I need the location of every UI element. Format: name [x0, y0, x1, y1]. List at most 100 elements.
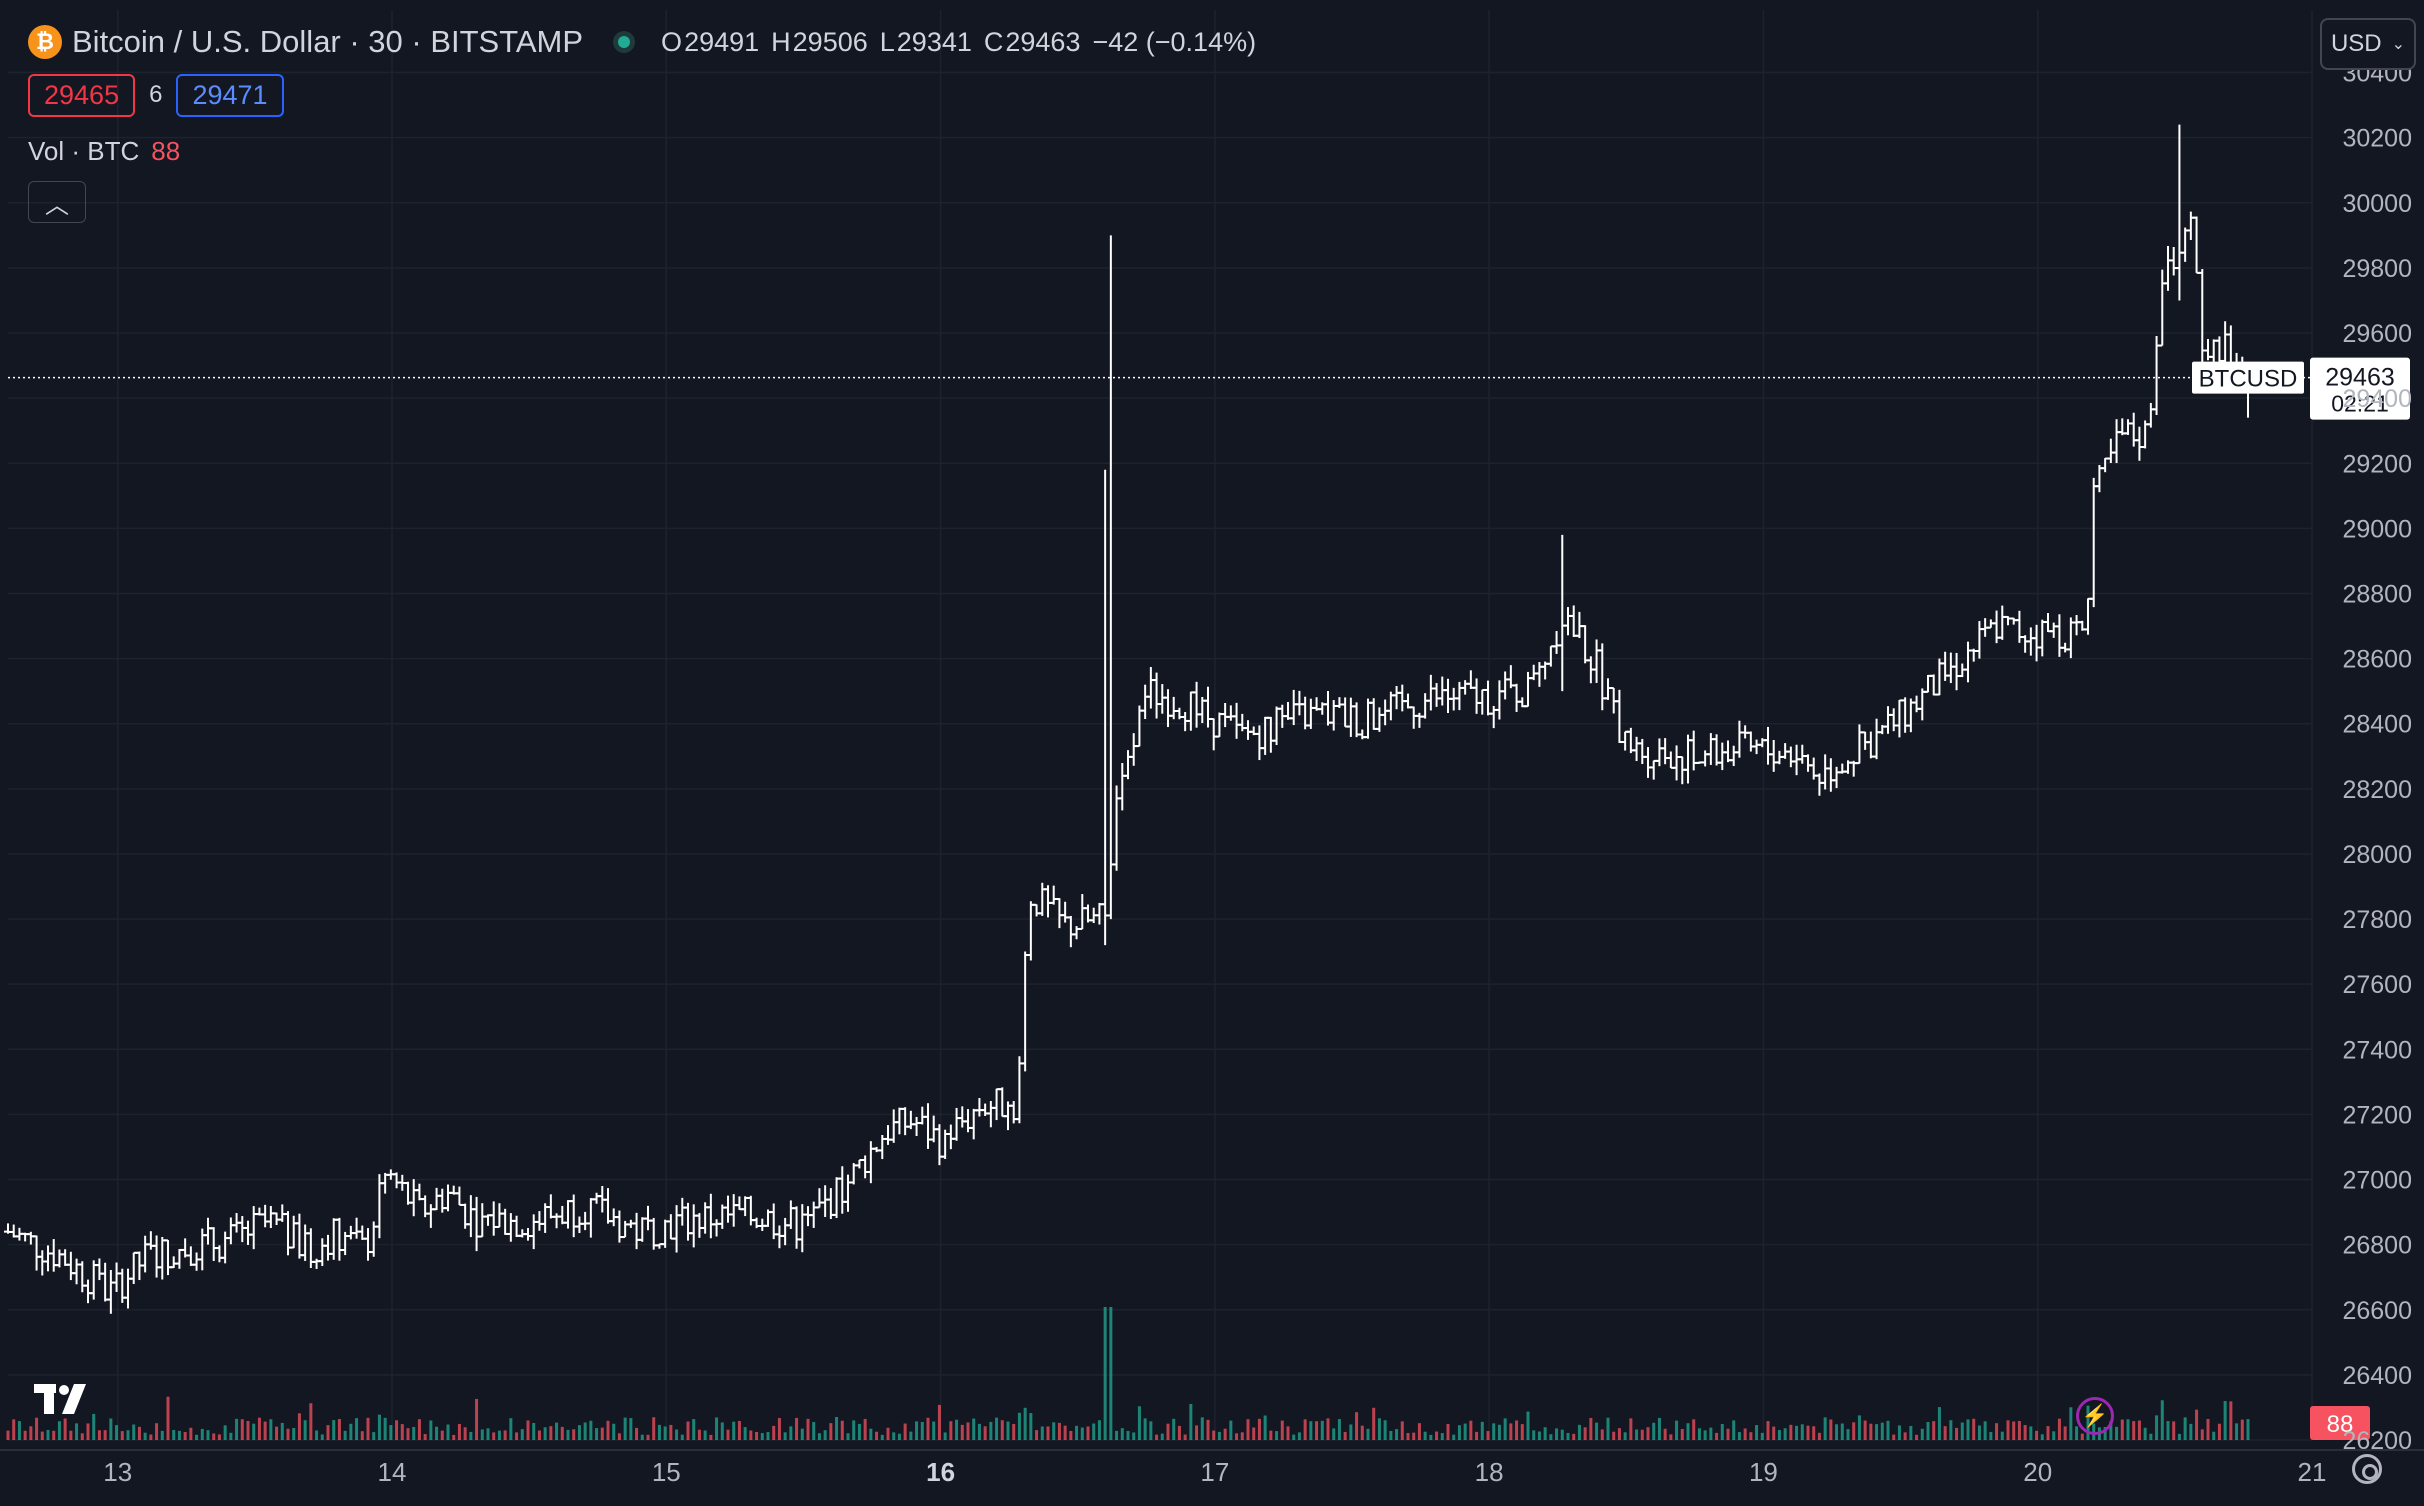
- flash-icon[interactable]: ⚡: [2076, 1397, 2114, 1435]
- volume-bar: [1629, 1418, 1633, 1440]
- volume-bar: [126, 1430, 130, 1440]
- volume-bar: [1635, 1429, 1639, 1440]
- volume-bar: [863, 1418, 867, 1440]
- volume-bar: [1915, 1434, 1919, 1440]
- volume-bar: [835, 1417, 839, 1440]
- volume-bar: [612, 1423, 616, 1440]
- volume-bar: [1972, 1418, 1976, 1440]
- volume-bar: [429, 1420, 433, 1440]
- volume-bar: [657, 1424, 661, 1440]
- volume-bar: [909, 1431, 913, 1440]
- volume-bar: [257, 1417, 261, 1440]
- volume-bar: [629, 1418, 633, 1440]
- volume-bar: [1440, 1433, 1444, 1440]
- volume-bar: [977, 1423, 981, 1440]
- volume-bar: [560, 1426, 564, 1440]
- buy-price-button[interactable]: 29471: [176, 73, 284, 117]
- volume-bar: [1675, 1420, 1679, 1440]
- volume-bar: [1772, 1426, 1776, 1440]
- volume-bar: [166, 1396, 170, 1440]
- volume-bar: [566, 1429, 570, 1440]
- volume-bar: [137, 1426, 141, 1440]
- price-tick-label: 27800: [2342, 906, 2412, 934]
- bar-countdown: 02:21: [2331, 391, 2389, 417]
- volume-bar: [12, 1419, 16, 1440]
- volume-bar: [1343, 1431, 1347, 1440]
- volume-bar: [1612, 1431, 1616, 1440]
- open-value: 29491: [684, 26, 760, 57]
- volume-bar: [640, 1434, 644, 1440]
- volume-bar: [1943, 1426, 1947, 1440]
- volume-bar: [635, 1427, 639, 1440]
- volume-bar: [235, 1418, 239, 1440]
- volume-bar: [949, 1421, 953, 1440]
- volume-bar: [2195, 1409, 2199, 1440]
- bid-ask-row: 29465 6 29471: [28, 72, 284, 118]
- volume-bar: [1646, 1427, 1650, 1440]
- volume-bar: [1320, 1420, 1324, 1440]
- volume-bar: [360, 1431, 364, 1440]
- volume-bar: [1412, 1432, 1416, 1440]
- volume-bar: [709, 1434, 713, 1440]
- volume-bar: [1783, 1428, 1787, 1440]
- volume-bar: [343, 1430, 347, 1440]
- volume-bar: [1309, 1421, 1313, 1440]
- volume-bar: [446, 1424, 450, 1440]
- volume-bar: [509, 1418, 513, 1440]
- volume-bar: [617, 1433, 621, 1440]
- volume-bar: [2172, 1421, 2176, 1440]
- symbol-legend[interactable]: ₿ Bitcoin / U.S. Dollar · 30 · BITSTAMP …: [28, 20, 1256, 64]
- volume-bar: [715, 1417, 719, 1440]
- volume-bar: [737, 1420, 741, 1440]
- volume-bar: [475, 1398, 479, 1440]
- settings-gear-icon[interactable]: [2352, 1454, 2382, 1484]
- volume-bar: [1097, 1420, 1101, 1440]
- volume-bar: [2046, 1426, 2050, 1440]
- volume-bar: [1526, 1411, 1530, 1440]
- volume-bar: [1172, 1418, 1176, 1440]
- volume-bar: [2149, 1433, 2153, 1440]
- volume-bar: [920, 1421, 924, 1440]
- volume-legend[interactable]: Vol · BTC 88: [28, 136, 180, 167]
- price-axis[interactable]: 26200 26400 26600 26800 27000 27200 27400 27600…: [2342, 60, 2412, 1455]
- volume-bar: [823, 1430, 827, 1440]
- volume-bar: [1537, 1431, 1541, 1440]
- volume-bar: [1669, 1434, 1673, 1440]
- volume-bar: [960, 1424, 964, 1440]
- volume-bar: [29, 1426, 33, 1440]
- volume-bar: [680, 1434, 684, 1440]
- symbol-title[interactable]: Bitcoin / U.S. Dollar · 30 · BITSTAMP: [72, 24, 584, 59]
- volume-bar: [926, 1417, 930, 1440]
- volume-bar: [2075, 1426, 2079, 1440]
- volume-bar: [1623, 1432, 1627, 1440]
- time-axis[interactable]: 13 14 15 16 17 18 19 20 21: [103, 1457, 2326, 1487]
- volume-bar: [1995, 1423, 1999, 1440]
- volume-bar: [1737, 1432, 1741, 1440]
- tradingview-logo-icon[interactable]: [34, 1382, 94, 1421]
- market-status-dot-icon[interactable]: [613, 31, 636, 53]
- collapse-legend-button[interactable]: ︿: [28, 181, 86, 223]
- volume-bar: [646, 1434, 650, 1440]
- volume-bar: [1040, 1426, 1044, 1440]
- time-tick-label: 17: [1200, 1457, 1229, 1487]
- volume-bar: [995, 1417, 999, 1440]
- volume-bar: [2206, 1418, 2210, 1440]
- time-tick-label: 14: [378, 1457, 407, 1487]
- volume-bar: [1223, 1428, 1227, 1440]
- sell-price-button[interactable]: 29465: [28, 73, 136, 117]
- chevron-up-icon: ︿: [45, 191, 69, 219]
- volume-bar: [1686, 1423, 1690, 1440]
- volume-bar: [795, 1417, 799, 1440]
- volume-bar: [1795, 1425, 1799, 1440]
- volume-bar: [1572, 1433, 1576, 1440]
- volume-bar: [1663, 1428, 1667, 1440]
- volume-bar: [1349, 1424, 1353, 1440]
- price-tick-label: 28200: [2342, 776, 2412, 804]
- volume-bar: [1852, 1422, 1856, 1440]
- volume-bar: [292, 1428, 296, 1440]
- volume-badge-value: 88: [2327, 1411, 2354, 1438]
- currency-select-button[interactable]: USD ⌄: [2320, 18, 2416, 70]
- volume-bar: [1709, 1427, 1713, 1440]
